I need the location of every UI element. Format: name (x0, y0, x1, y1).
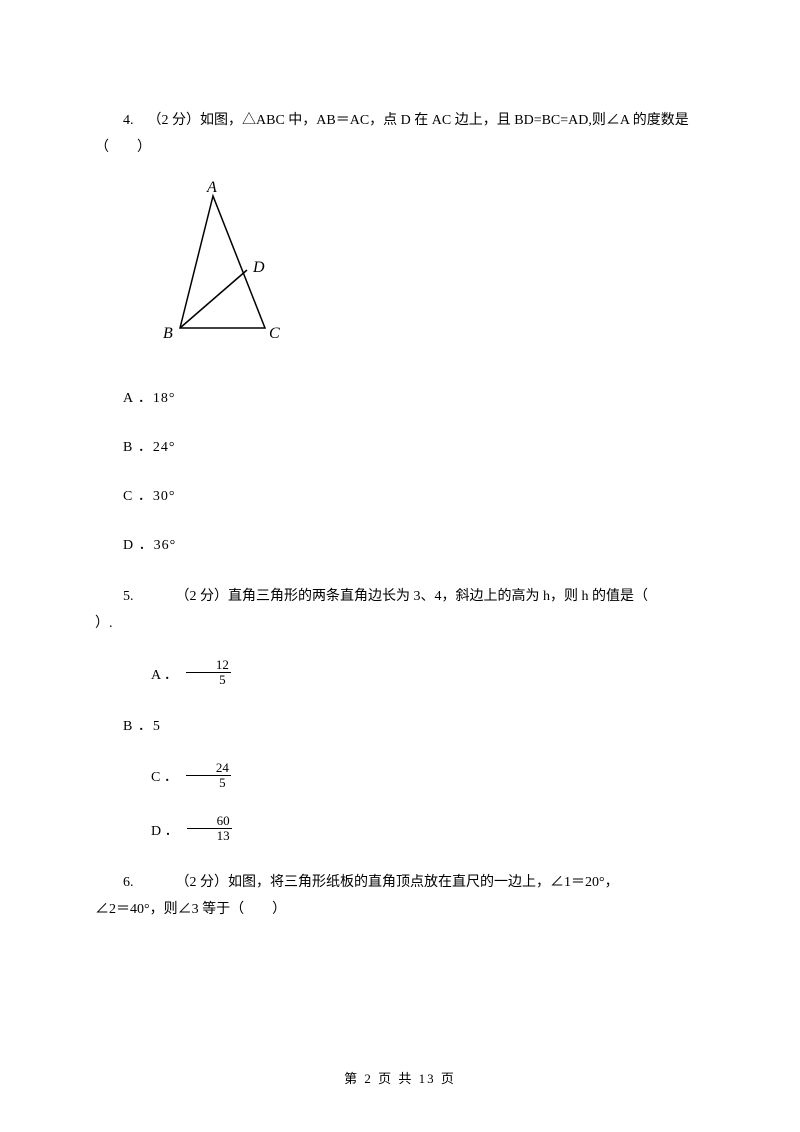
page-footer: 第 2 页 共 13 页 (0, 1068, 800, 1087)
q4-option-C: C ．30° (95, 486, 705, 507)
q4-option-D: D ．36° (95, 535, 705, 556)
q4-figure: A B C D (155, 178, 705, 360)
q5-paren: ）. (95, 613, 705, 634)
q5-option-A: A ． 12 5 (95, 658, 705, 688)
q5-option-C: C ． 24 5 (95, 761, 705, 791)
label-C: C (269, 325, 280, 342)
q5-option-D: D ． 60 13 (95, 814, 705, 844)
q6-line2: ∠2＝40°，则∠3 等于（ ） (95, 899, 705, 920)
q4-paren: （ ） (95, 137, 705, 158)
label-A: A (206, 179, 217, 196)
q5-C-frac: 24 5 (186, 761, 231, 791)
q4-text: 4. （2 分）如图，△ABC 中，AB＝AC，点 D 在 AC 边上，且 BD… (95, 110, 705, 131)
q5-D-label: D ． (123, 821, 179, 844)
q5-A-label: A ． (123, 665, 178, 688)
q5-option-B: B ．5 (95, 716, 705, 737)
q5-text: 5. （2 分）直角三角形的两条直角边长为 3、4，斜边上的高为 h，则 h 的… (95, 586, 705, 607)
label-B: B (163, 325, 173, 342)
q5-C-label: C ． (123, 767, 178, 790)
q6-line1: 6. （2 分）如图，将三角形纸板的直角顶点放在直尺的一边上，∠1＝20°， (95, 872, 705, 893)
label-D: D (252, 259, 265, 276)
q4-option-A: A ．18° (95, 388, 705, 409)
q5-A-frac: 12 5 (186, 658, 231, 688)
q4-option-B: B ．24° (95, 437, 705, 458)
q5-D-frac: 60 13 (187, 814, 232, 844)
